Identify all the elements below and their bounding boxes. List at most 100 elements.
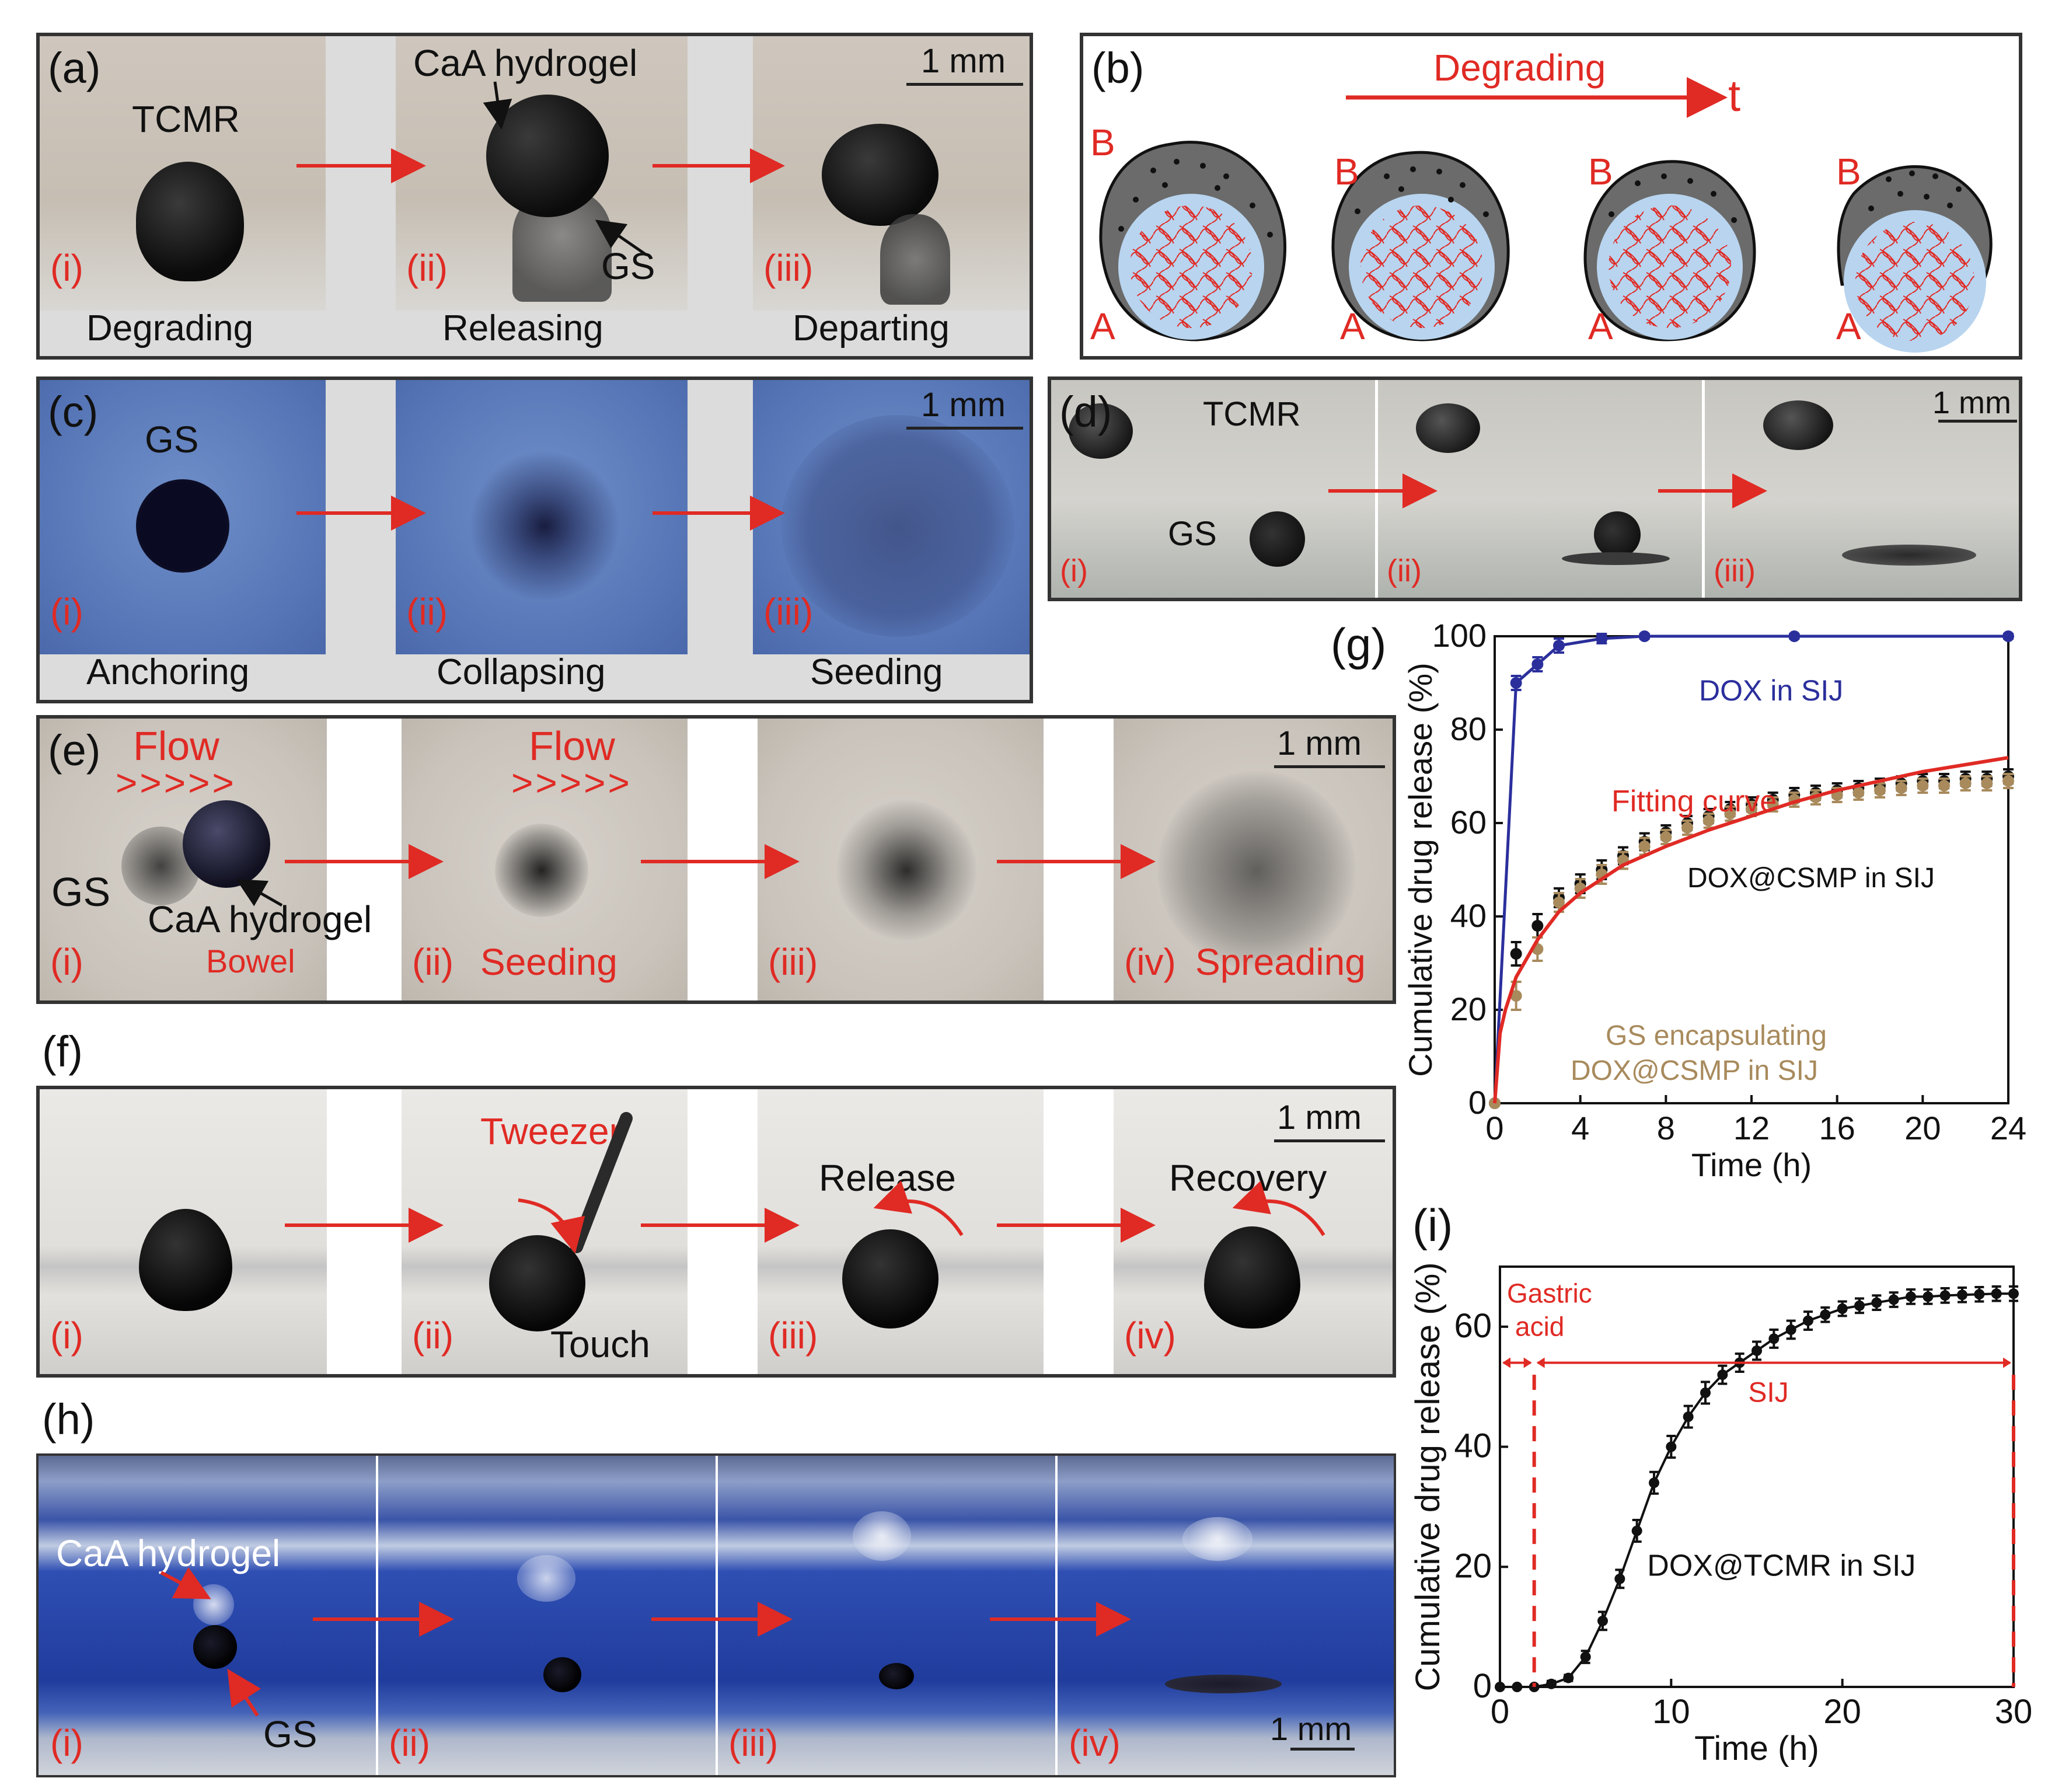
x-tick-label: 4 [1571,1110,1589,1146]
panel-f: Tweezer Touch Release Recovery 1 mm (i) … [36,1086,1396,1378]
data-point [1871,1297,1882,1308]
plot-frame [1499,1265,2015,1688]
gs-h-iii [879,1663,914,1689]
gs-e-ii [495,824,588,917]
data-point [1666,1441,1677,1452]
data-point [1638,841,1651,852]
annotation-gs-encapsulating-2: DOX@CSMP in SIJ [1571,1055,1818,1086]
scale-bar-a [906,83,1023,86]
caption-degrading: Degrading [86,308,254,348]
caption-seeding: Seeding [810,652,943,692]
gs-e-iii [836,800,976,940]
panel-h-label: (h) [42,1395,95,1444]
gs-e-iv [1157,771,1356,970]
data-point [1649,1477,1659,1488]
data-point [2008,1288,2019,1299]
data-point [1746,803,1757,815]
data-point [1563,1672,1574,1683]
seeding-label: Seeding [480,941,617,983]
panel-h: CaA hydrogel GS 1 mm (i) (ii) (iii) (iv) [36,1453,1396,1777]
data-point [1820,1309,1831,1320]
data-point [1917,780,1929,792]
panel-a-arrows [296,81,785,257]
y-axis-label: Cumulative drug release (%) [1402,663,1439,1077]
panel-d: (d) TCMR GS 1 mm (i) (ii) (iii) [1048,376,2022,601]
annotation-fitting-curve: Fitting curve [1611,785,1777,818]
sub-f-i: (i) [50,1315,83,1357]
chevrons-ii: >>>>> [511,762,632,804]
label-a-1: A [1090,305,1115,347]
data-point [1957,1289,1967,1301]
data-point [1939,1290,1951,1301]
sub-h-iii: (iii) [728,1722,779,1764]
tcmr-blob-i [136,162,244,281]
sub-d-ii: (ii) [1387,553,1422,588]
data-point [1752,1345,1762,1356]
scale-bar-d [1938,420,2017,423]
series-gs-encapsulating-dox-csmp-in-sij [1489,773,2014,1109]
panel-b: (b) Degrading t [1080,33,2022,360]
caption-anchoring: Anchoring [86,652,250,692]
y-axis-label: Cumulative drug release (%) [1409,1263,1447,1692]
data-point [1724,808,1736,820]
degrading-arrow-label: Degrading [1433,47,1606,89]
data-point [1959,778,1972,789]
data-point [1923,1291,1934,1302]
sub-a-iii: (iii) [763,247,814,289]
panel-h-arrows [160,1567,1131,1717]
data-point [1495,1682,1505,1692]
sub-e-iii: (iii) [768,941,818,983]
fit-line [1493,756,2009,1104]
data-point [1580,1651,1591,1662]
gs-sphere-c-i [136,479,229,573]
spreading-label: Spreading [1195,941,1366,983]
panel-c-arrows [296,496,785,531]
data-point [1597,1615,1608,1626]
x-tick-label: 20 [1904,1110,1941,1146]
phase-arrowhead [1502,1357,1510,1368]
scale-bar-h [1290,1748,1355,1751]
hydrogel-h-iv [1182,1517,1252,1561]
sub-d-i: (i) [1060,553,1088,588]
tcmr-f-iv [1204,1226,1300,1329]
data-point [1837,1303,1848,1314]
scale-label-h: 1 mm [1270,1710,1352,1747]
tcmr-d-i [1069,403,1133,459]
label-a-4: A [1836,305,1861,347]
chart-g: 0 4 8 12 16 20 24 0 20 40 60 80 100 Time (h) Cumulativ… [1402,617,2026,1183]
series-fitting-curve [1493,756,2009,1104]
annotation-dox-tcmr: DOX@TCMR in SIJ [1647,1549,1916,1583]
gs-h-i [193,1625,237,1669]
data-point [1991,1288,2002,1299]
gs-d-ii [1594,511,1641,558]
data-point [1938,780,1950,792]
y-tick-label: 0 [1473,1667,1492,1705]
data-point [2002,630,2014,642]
data-point [1981,778,1993,789]
capsule-2 [1331,151,1510,341]
scale-label-f: 1 mm [1277,1099,1362,1136]
label-b-1: B [1090,121,1115,163]
data-point [1974,1289,1985,1300]
gs-collapsing-c-ii [469,450,620,602]
y-tick-label: 80 [1450,710,1487,747]
scale-bar-c [906,427,1023,430]
panel-a: (a) TCMR CaA hydrogel GS 1 mm (i) (ii) (… [36,33,1033,360]
scale-label-e: 1 mm [1277,724,1362,762]
sub-h-i: (i) [50,1722,83,1764]
panel-c: (c) GS 1 mm (i) (ii) (iii) Anchoring Col… [36,376,1033,703]
data-point [1874,785,1886,796]
data-point [1683,1411,1694,1423]
sub-a-i: (i) [50,247,83,289]
y-tick-label: 20 [1450,991,1487,1027]
degradation-schematic [1099,77,1993,353]
gs-d-iii [1842,545,1976,566]
annotation-sij: SIJ [1748,1377,1788,1408]
label-a-2: A [1340,305,1365,347]
data-point [1553,897,1565,908]
hydrogel-h-ii [517,1555,575,1602]
chart-i: 0 10 20 30 0 20 40 60 Time (h) Cumulative drug re… [1409,1263,2032,1767]
panel-d-arrows [1328,473,1767,508]
sub-f-iii: (iii) [768,1315,818,1357]
y-tick-label: 40 [1454,1427,1492,1465]
